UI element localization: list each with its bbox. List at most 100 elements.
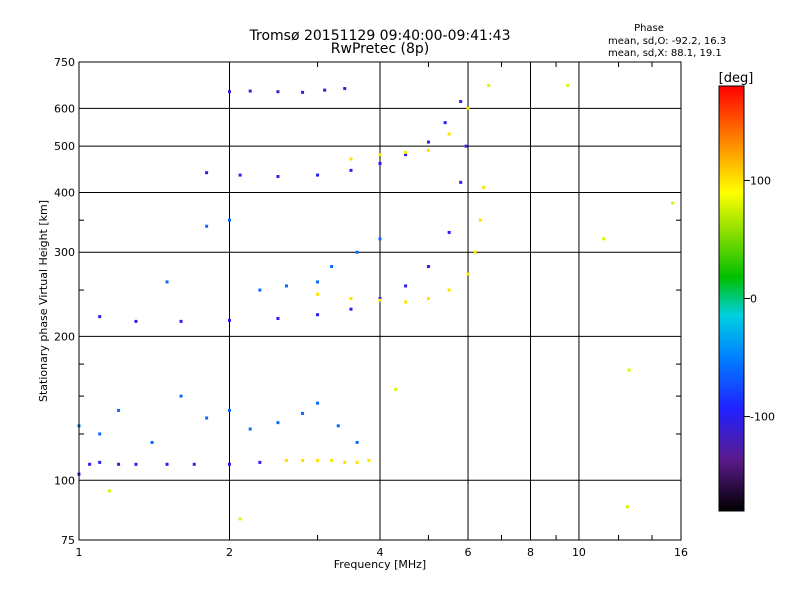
plot-frame (78, 61, 682, 541)
data-point (205, 416, 209, 420)
data-point (228, 318, 231, 322)
data-point (349, 307, 353, 311)
data-point (316, 173, 320, 177)
data-point (349, 157, 353, 161)
y-tick-label: 200 (54, 330, 75, 343)
data-point (107, 489, 111, 493)
x-tick-label: 8 (527, 546, 534, 559)
data-point (316, 458, 320, 462)
series-es-scatter (77, 394, 359, 444)
x-tick-label: 4 (377, 546, 384, 559)
data-point (487, 83, 491, 87)
data-point (349, 297, 353, 301)
x-axis: 1 2 4 6 8 10 16 (76, 62, 688, 559)
data-point (447, 288, 451, 292)
data-point (378, 161, 382, 165)
data-point (404, 153, 408, 157)
series-f-x-mode (316, 185, 486, 304)
data-point (355, 440, 359, 444)
colorbar-tick-label: -100 (750, 411, 775, 424)
data-point (258, 288, 262, 292)
data-point (426, 297, 430, 301)
data-point (404, 300, 408, 304)
data-point (378, 153, 382, 157)
data-point (671, 201, 675, 205)
data-point (192, 462, 196, 466)
data-point (301, 458, 305, 462)
series-e-layer (77, 458, 288, 476)
data-point (627, 368, 631, 372)
data-point (248, 427, 252, 431)
series-e-layer-x (284, 458, 371, 464)
data-point (228, 218, 231, 222)
data-point (355, 250, 359, 254)
data-point (276, 175, 280, 179)
data-point (248, 89, 252, 93)
phase-info-title: Phase (634, 23, 664, 34)
series-f-o-2-hop (205, 100, 463, 179)
chart-title: Tromsø 20151129 09:40:00-09:41:43 (249, 28, 511, 44)
data-point (117, 408, 121, 412)
data-point (165, 280, 169, 284)
data-point (134, 319, 138, 323)
data-point (284, 284, 288, 288)
data-point (276, 90, 280, 94)
data-point (466, 106, 470, 110)
data-point (284, 458, 288, 462)
data-point (602, 237, 606, 241)
data-point (478, 218, 482, 222)
data-point (238, 173, 242, 177)
data-point (330, 265, 334, 269)
data-point (367, 458, 371, 462)
x-tick-label: 10 (572, 546, 586, 559)
data-point (349, 168, 353, 172)
data-point (378, 237, 382, 241)
data-point (301, 90, 305, 94)
data-point (404, 150, 408, 154)
data-point (625, 505, 629, 509)
data-point (165, 462, 169, 466)
data-point (426, 265, 430, 269)
y-tick-label: 500 (54, 140, 75, 153)
data-point (150, 440, 154, 444)
colorbar (718, 85, 745, 512)
data-point (464, 144, 468, 148)
phase-info-x: mean, sd,X: 88.1, 19.1 (608, 48, 722, 59)
data-point (179, 394, 183, 398)
x-tick-label: 6 (465, 546, 472, 559)
y-tick-label: 400 (54, 186, 75, 199)
data-point (355, 460, 359, 464)
data-point (258, 460, 262, 464)
data-point (238, 517, 242, 521)
data-point (443, 121, 447, 125)
data-point (205, 171, 209, 175)
y-tick-label: 100 (54, 474, 75, 487)
data-point (459, 100, 463, 104)
data-point (426, 140, 430, 144)
x-tick-label: 16 (674, 546, 688, 559)
y-tick-label: 750 (54, 56, 75, 69)
series-isolated (107, 83, 675, 521)
data-point (276, 316, 280, 320)
data-point (466, 272, 470, 276)
data-point (316, 292, 320, 296)
data-point (447, 230, 451, 234)
data-point (98, 460, 102, 464)
y-tick-label: 75 (61, 534, 75, 547)
data-point (316, 401, 320, 405)
data-point (228, 90, 231, 94)
series-spread-f (165, 218, 382, 292)
data-point (447, 132, 451, 136)
data-point (316, 313, 320, 317)
data-point (473, 250, 477, 254)
data-point (459, 180, 463, 184)
data-point (134, 462, 138, 466)
data-point (301, 411, 305, 415)
x-tick-label: 1 (76, 546, 83, 559)
series-f-o-mode (98, 144, 468, 323)
colorbar-label: [deg] (719, 71, 754, 86)
data-point (323, 88, 327, 92)
data-point (566, 83, 570, 87)
data-points (77, 83, 675, 521)
